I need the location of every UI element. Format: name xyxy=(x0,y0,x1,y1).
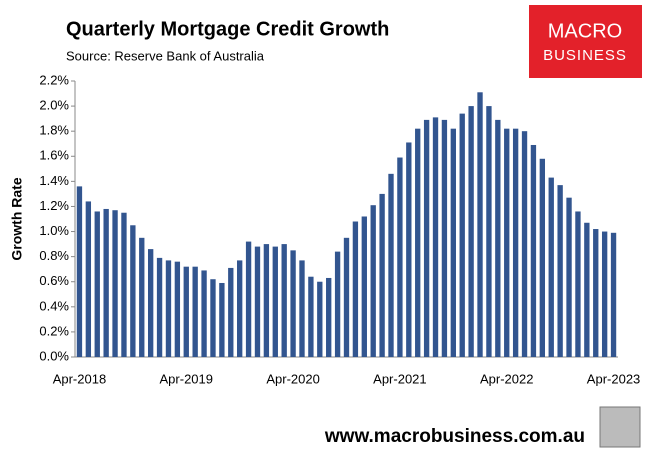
bar xyxy=(210,279,216,357)
bar xyxy=(317,281,323,357)
bar xyxy=(272,246,278,357)
bar xyxy=(495,119,501,358)
bar xyxy=(156,257,163,357)
bar xyxy=(512,128,519,357)
y-tick-label: 1.6% xyxy=(39,148,69,163)
bar xyxy=(486,106,492,357)
bar xyxy=(468,106,474,357)
bar xyxy=(326,277,332,357)
bar xyxy=(201,270,207,357)
bar xyxy=(370,205,376,357)
bar xyxy=(130,225,136,357)
bar xyxy=(343,237,350,357)
bar xyxy=(254,246,261,357)
bar xyxy=(94,211,100,357)
bar xyxy=(548,177,554,357)
x-tick-label: Apr-2022 xyxy=(480,371,533,386)
bar xyxy=(601,231,608,357)
bar xyxy=(76,186,83,357)
y-tick-label: 1.4% xyxy=(39,173,69,188)
bar xyxy=(557,185,563,357)
bar xyxy=(237,260,243,357)
y-tick-label: 0.8% xyxy=(39,248,69,263)
bar xyxy=(459,113,465,357)
y-tick-label: 0.0% xyxy=(39,348,69,363)
bar xyxy=(139,237,145,357)
bar xyxy=(192,266,198,357)
footer: www.macrobusiness.com.au xyxy=(324,426,585,447)
bar xyxy=(379,193,385,357)
wolf-icon xyxy=(599,406,641,448)
bar xyxy=(245,241,252,357)
y-tick-label: 0.2% xyxy=(39,323,69,338)
bar xyxy=(281,244,287,357)
y-tick-label: 2.0% xyxy=(39,98,69,113)
bar xyxy=(112,210,118,357)
y-tick-label: 1.0% xyxy=(39,223,69,238)
bar xyxy=(308,276,314,357)
bar xyxy=(575,211,581,357)
bar xyxy=(610,232,617,357)
bar xyxy=(441,119,448,358)
x-tick-label: Apr-2020 xyxy=(266,371,319,386)
bar xyxy=(530,144,537,357)
bar xyxy=(423,119,430,358)
x-tick-label: Apr-2023 xyxy=(587,371,640,386)
bar xyxy=(165,260,172,357)
y-tick-label: 1.8% xyxy=(39,123,69,138)
bar xyxy=(290,250,296,357)
logo-text: MACRO xyxy=(548,20,622,42)
bar xyxy=(504,128,510,357)
bar xyxy=(566,197,572,357)
logo-box xyxy=(529,5,642,78)
y-axis-label: Growth Rate xyxy=(9,177,25,260)
bar xyxy=(299,260,305,357)
bar xyxy=(334,251,341,357)
bar xyxy=(85,201,92,357)
x-tick-label: Apr-2021 xyxy=(373,371,426,386)
bar xyxy=(147,249,154,357)
bar xyxy=(183,266,189,357)
y-tick-label: 1.2% xyxy=(39,198,69,213)
bar xyxy=(361,216,367,357)
chart-subtitle: Source: Reserve Bank of Australia xyxy=(66,48,265,63)
chart-title: Quarterly Mortgage Credit Growth xyxy=(66,18,389,40)
bar xyxy=(477,92,483,358)
bar xyxy=(432,117,439,357)
bar xyxy=(103,208,109,357)
bar xyxy=(521,131,528,357)
bar xyxy=(121,212,127,357)
bar xyxy=(228,267,234,357)
bar xyxy=(263,244,270,357)
bar xyxy=(406,142,412,357)
x-tick-label: Apr-2018 xyxy=(53,371,106,386)
y-tick-label: 2.2% xyxy=(39,72,69,87)
bar xyxy=(397,157,403,357)
bar xyxy=(450,128,456,357)
bar xyxy=(584,222,590,357)
bar xyxy=(415,128,421,357)
bar xyxy=(388,173,394,357)
y-tick-label: 0.4% xyxy=(39,298,69,313)
bar xyxy=(352,221,359,357)
x-tick-label: Apr-2019 xyxy=(160,371,213,386)
bar xyxy=(539,158,546,357)
bar xyxy=(593,229,599,357)
bar xyxy=(219,282,225,357)
logo-text: BUSINESS xyxy=(543,47,627,64)
bar xyxy=(174,261,181,357)
y-tick-label: 0.6% xyxy=(39,273,69,288)
